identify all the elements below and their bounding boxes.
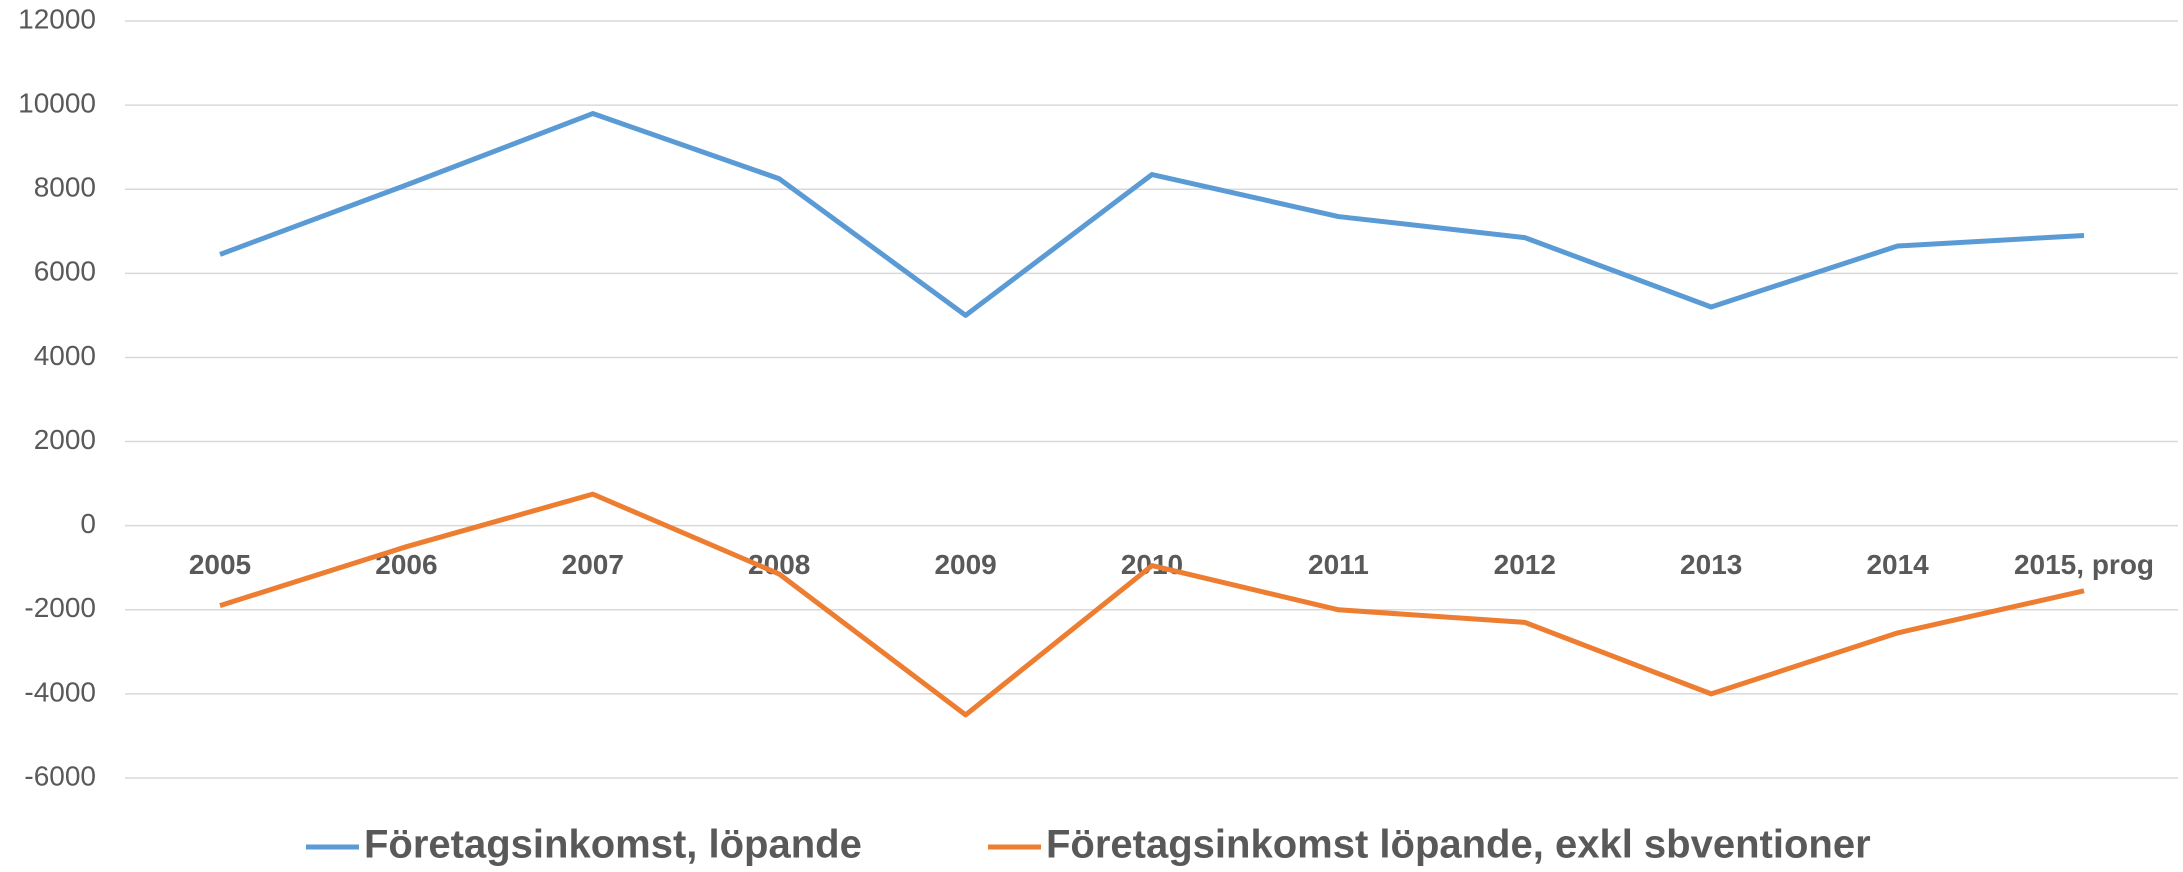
legend-label: Företagsinkomst, löpande bbox=[364, 823, 862, 867]
y-tick-label: 2000 bbox=[34, 424, 96, 455]
x-tick-label: 2011 bbox=[1308, 549, 1369, 580]
series-line bbox=[219, 111, 2085, 318]
y-tick-label: -6000 bbox=[24, 760, 96, 791]
x-tick-label: 2007 bbox=[562, 549, 624, 580]
y-tick-label: 8000 bbox=[34, 172, 96, 203]
y-tick-label: -2000 bbox=[24, 592, 96, 623]
x-tick-label: 2012 bbox=[1494, 549, 1556, 580]
y-tick-label: 4000 bbox=[34, 340, 96, 371]
x-tick-label: 2015, prog bbox=[2014, 549, 2154, 580]
y-tick-label: -4000 bbox=[24, 676, 96, 707]
x-tick-label: 2013 bbox=[1680, 549, 1742, 580]
x-tick-label: 2005 bbox=[189, 549, 251, 580]
series-line bbox=[219, 491, 2085, 718]
y-tick-label: 0 bbox=[80, 508, 96, 539]
x-tick-label: 2014 bbox=[1866, 549, 1929, 580]
x-tick-label: 2009 bbox=[934, 549, 996, 580]
y-tick-label: 12000 bbox=[18, 3, 96, 34]
legend-label: Företagsinkomst löpande, exkl sbventione… bbox=[1046, 823, 1871, 867]
y-tick-label: 6000 bbox=[34, 256, 96, 287]
y-tick-label: 10000 bbox=[18, 88, 96, 119]
